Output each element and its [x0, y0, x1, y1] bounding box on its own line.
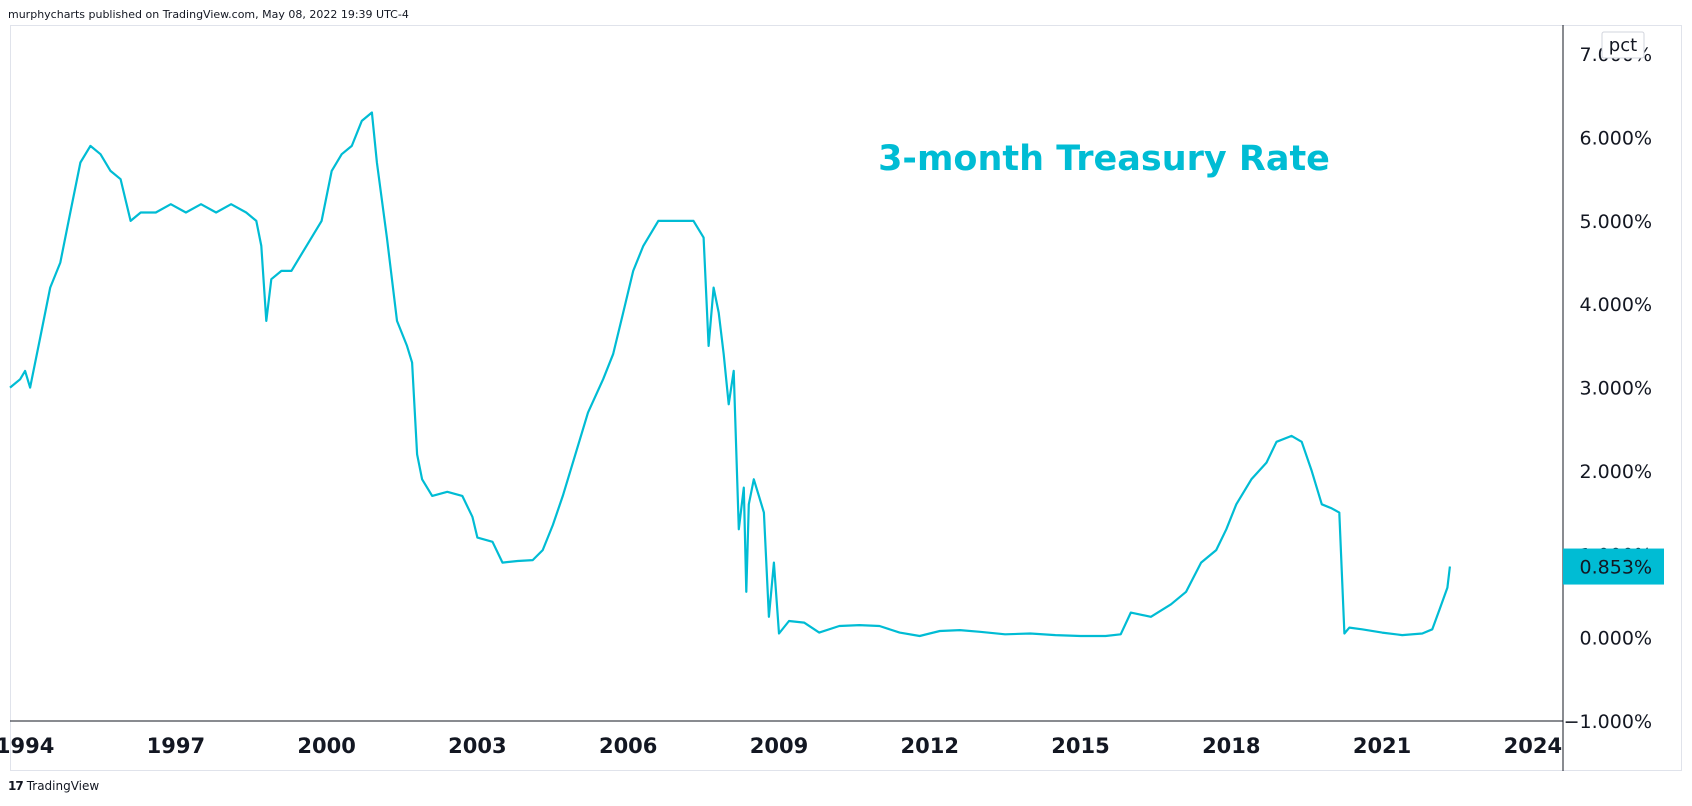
y-tick-label: 0.000% [1580, 628, 1652, 650]
y-tick-label: 2.000% [1580, 461, 1652, 483]
y-tick-label: 6.000% [1580, 128, 1652, 150]
x-tick-label: 2018 [1202, 734, 1260, 758]
x-tick-label: 1994 [0, 734, 54, 758]
unit-label: pct [1609, 35, 1637, 56]
y-tick-label: 5.000% [1580, 211, 1652, 233]
x-tick-label: 2012 [901, 734, 959, 758]
x-tick-label: 2009 [750, 734, 808, 758]
chart-title: 3-month Treasury Rate [878, 139, 1330, 179]
x-tick-label: 2000 [297, 734, 355, 758]
last-value-badge: 0.853% [1563, 548, 1664, 585]
y-tick-label: −1.000% [1564, 711, 1652, 733]
x-tick-label: 1997 [147, 734, 205, 758]
series-line [9, 111, 1451, 638]
chart-frame [10, 25, 1682, 771]
x-tick-label: 2006 [599, 734, 657, 758]
last-value-box [1563, 548, 1664, 585]
x-tick-label: 2015 [1051, 734, 1109, 758]
tradingview-logo-icon: 17 [8, 779, 24, 793]
x-tick-label: 2021 [1353, 734, 1411, 758]
y-tick-label: 3.000% [1580, 378, 1652, 400]
publish-header: murphycharts published on TradingView.co… [8, 8, 409, 21]
last-value-label: 0.853% [1580, 557, 1652, 579]
x-tick-label: 2003 [448, 734, 506, 758]
unit-box: pct [1601, 31, 1645, 59]
x-tick-label: 2024 [1504, 734, 1562, 758]
footer: 17 TradingView [8, 779, 99, 793]
footer-brand: TradingView [26, 779, 100, 793]
y-tick-label: 4.000% [1580, 294, 1652, 316]
